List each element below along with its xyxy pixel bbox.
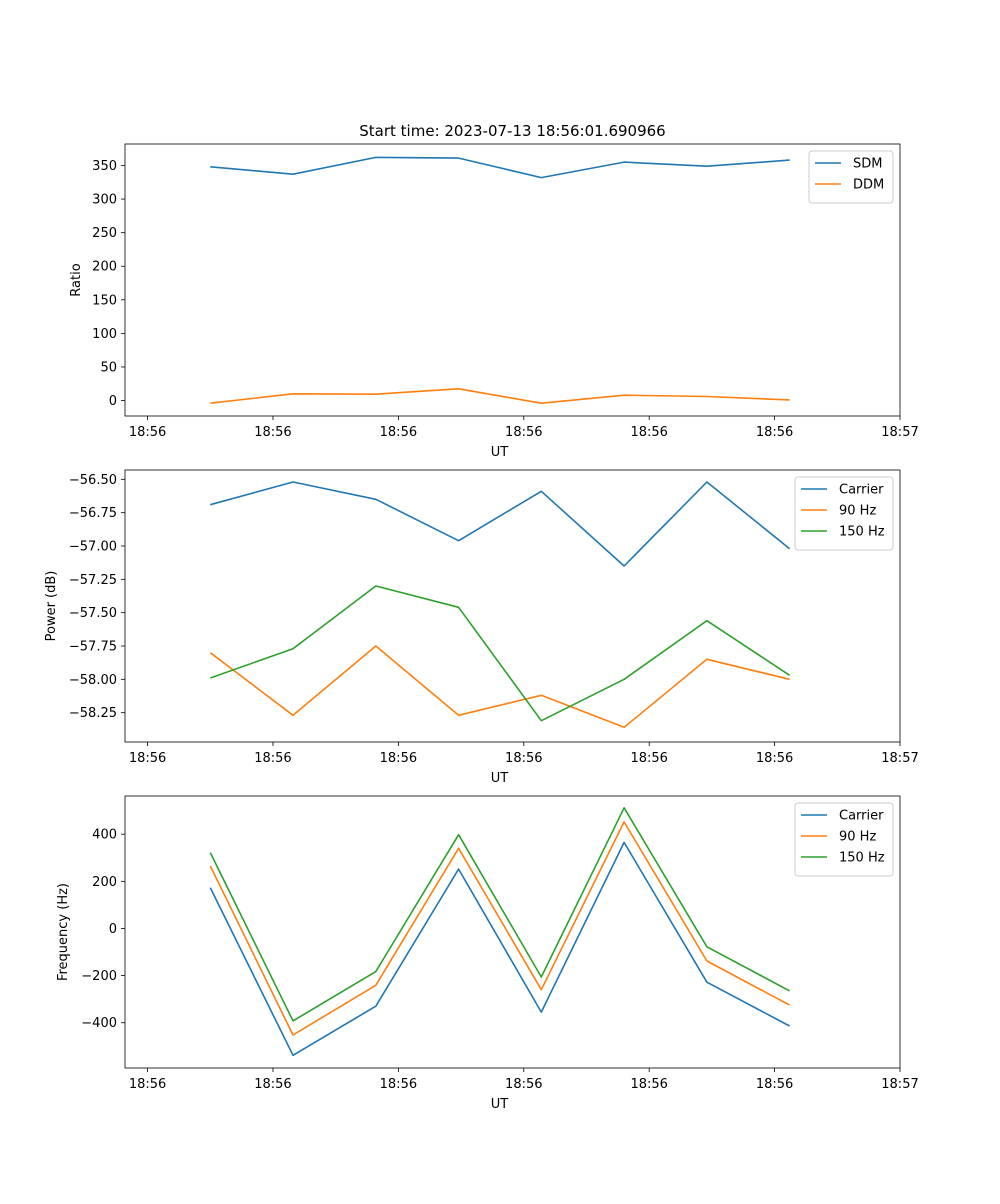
legend-label: 150 Hz — [839, 525, 885, 540]
legend-label: Carrier — [839, 483, 884, 498]
legend: Carrier 90 Hz 150 Hz — [795, 477, 893, 550]
x-tick-label: 18:56 — [756, 425, 793, 440]
y-axis-label: Power (dB) — [44, 571, 59, 642]
x-axis-label: UT — [491, 771, 509, 786]
x-tick-label: 18:56 — [380, 425, 417, 440]
series-line-90-hz — [210, 822, 789, 1035]
series-line-ddm — [210, 389, 789, 403]
chart-panel-2: 18:56 18:56 18:56 18:56 18:56 18:56 18:57 UT −58… — [44, 470, 919, 786]
x-axis-label: UT — [491, 445, 509, 460]
x-tick-label: 18:57 — [881, 1077, 918, 1092]
y-axis-label: Frequency (Hz) — [56, 883, 71, 981]
x-tick-label: 18:56 — [129, 425, 166, 440]
x-tick-label: 18:56 — [380, 1077, 417, 1092]
y-tick-label: −57.75 — [69, 640, 117, 655]
x-tick-label: 18:57 — [881, 751, 918, 766]
y-tick-label: 200 — [92, 260, 117, 275]
y-tick-label: 150 — [92, 293, 117, 308]
y-tick-label: −58.00 — [69, 673, 117, 688]
y-tick-label: 100 — [92, 327, 117, 342]
y-tick-label: 0 — [109, 394, 117, 409]
y-tick-label: −400 — [81, 1016, 117, 1031]
x-tick-label: 18:56 — [254, 751, 291, 766]
x-tick-label: 18:56 — [254, 1077, 291, 1092]
chart-panel-3: 18:56 18:56 18:56 18:56 18:56 18:56 18:57 UT −40… — [56, 796, 919, 1112]
chart-panel-1: Start time: 2023-07-13 18:56:01.690966 18… — [69, 122, 919, 460]
x-axis-label: UT — [491, 1097, 509, 1112]
legend-label: DDM — [853, 178, 884, 193]
y-tick-label: 250 — [92, 226, 117, 241]
x-tick-label: 18:56 — [129, 751, 166, 766]
y-tick-label: −56.50 — [69, 473, 117, 488]
x-tick-label: 18:56 — [756, 751, 793, 766]
x-tick-label: 18:56 — [756, 1077, 793, 1092]
x-tick-label: 18:56 — [630, 1077, 667, 1092]
series-line-sdm — [210, 157, 789, 177]
y-tick-label: 200 — [92, 875, 117, 890]
legend: SDM DDM — [809, 151, 893, 203]
series-line-carrier — [210, 482, 789, 566]
y-tick-label: 350 — [92, 159, 117, 174]
y-tick-label: 50 — [100, 360, 117, 375]
plot-area-frame — [125, 796, 900, 1068]
x-tick-label: 18:56 — [129, 1077, 166, 1092]
x-tick-label: 18:56 — [254, 425, 291, 440]
x-tick-label: 18:56 — [505, 751, 542, 766]
x-tick-label: 18:56 — [505, 1077, 542, 1092]
y-tick-label: −57.00 — [69, 540, 117, 555]
y-tick-label: −57.50 — [69, 606, 117, 621]
y-tick-label: −56.75 — [69, 506, 117, 521]
x-tick-label: 18:56 — [505, 425, 542, 440]
y-tick-label: −57.25 — [69, 573, 117, 588]
y-tick-label: 0 — [109, 922, 117, 937]
plot-area-frame — [125, 470, 900, 742]
x-tick-label: 18:56 — [630, 425, 667, 440]
x-tick-label: 18:56 — [630, 751, 667, 766]
x-tick-label: 18:56 — [380, 751, 417, 766]
series-line-90-hz — [210, 646, 789, 727]
legend-label: SDM — [853, 157, 882, 172]
y-tick-label: 300 — [92, 193, 117, 208]
chart-title: Start time: 2023-07-13 18:56:01.690966 — [359, 122, 665, 140]
y-tick-label: 400 — [92, 828, 117, 843]
series-line-carrier — [210, 842, 789, 1055]
y-axis-label: Ratio — [69, 263, 84, 296]
legend: Carrier 90 Hz 150 Hz — [795, 803, 893, 876]
legend-label: 150 Hz — [839, 851, 885, 866]
x-tick-label: 18:57 — [881, 425, 918, 440]
series-line-150-hz — [210, 586, 789, 721]
y-tick-label: −58.25 — [69, 706, 117, 721]
plot-area-frame — [125, 144, 900, 416]
legend-label: 90 Hz — [839, 830, 876, 845]
legend-label: 90 Hz — [839, 504, 876, 519]
legend-label: Carrier — [839, 809, 884, 824]
series-line-150-hz — [210, 808, 789, 1021]
y-tick-label: −200 — [81, 969, 117, 984]
